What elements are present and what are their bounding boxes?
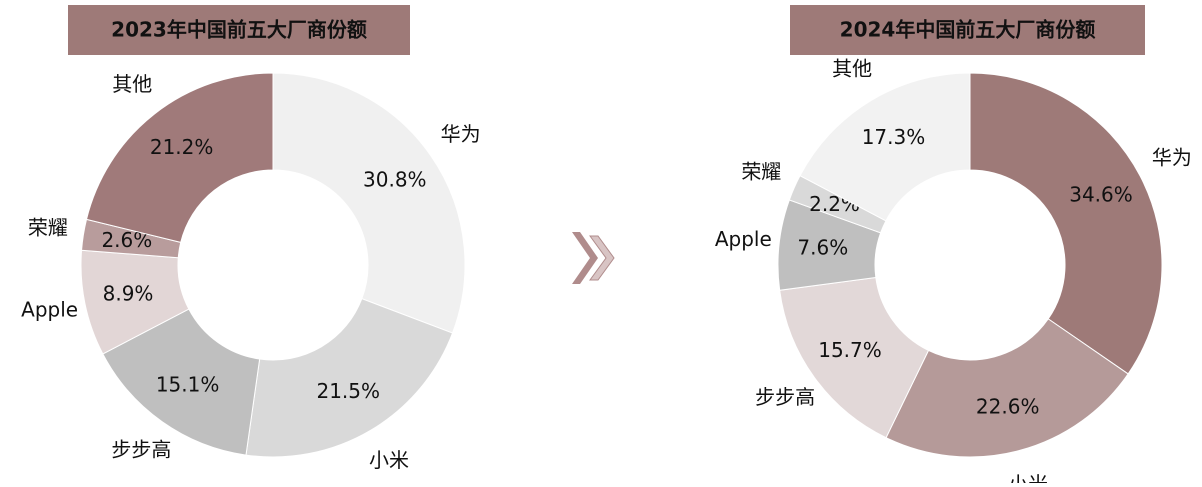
category-label: 小米 <box>369 448 409 472</box>
category-label: 其他 <box>112 72 152 96</box>
chart-title: 2024年中国前五大厂商份额 <box>840 18 1096 42</box>
value-label: 34.6% <box>1069 183 1133 207</box>
category-label: Apple <box>715 227 772 251</box>
donut-slice <box>885 318 1129 458</box>
title-box <box>790 5 1145 55</box>
value-label: 7.6% <box>797 236 848 260</box>
category-label: 步步高 <box>111 438 171 462</box>
donut-slice <box>779 276 930 439</box>
donut-slice <box>85 72 274 244</box>
category-label: 荣耀 <box>741 160 781 184</box>
value-label: 21.2% <box>150 135 214 159</box>
category-label: 其他 <box>832 56 872 80</box>
donut-slice <box>245 298 454 458</box>
arrow-icon <box>572 232 615 284</box>
category-label: Apple <box>21 297 78 321</box>
category-label: 荣耀 <box>28 216 68 240</box>
title-box <box>68 5 410 55</box>
value-label: 15.1% <box>156 372 220 396</box>
value-label: 17.3% <box>862 125 926 149</box>
category-label: 小米 <box>1008 472 1048 483</box>
category-label: 步步高 <box>755 385 815 409</box>
donut-slice <box>272 72 466 334</box>
donut-slice <box>799 72 971 222</box>
value-label: 30.8% <box>363 167 427 191</box>
category-label: 华为 <box>441 122 481 146</box>
donut-slice <box>969 72 1163 375</box>
value-label: 22.6% <box>976 395 1040 419</box>
chart-title: 2023年中国前五大厂商份额 <box>111 18 367 42</box>
value-label: 21.5% <box>316 379 380 403</box>
value-label: 15.7% <box>818 338 882 362</box>
value-label: 8.9% <box>103 281 154 305</box>
category-label: 华为 <box>1152 145 1192 169</box>
